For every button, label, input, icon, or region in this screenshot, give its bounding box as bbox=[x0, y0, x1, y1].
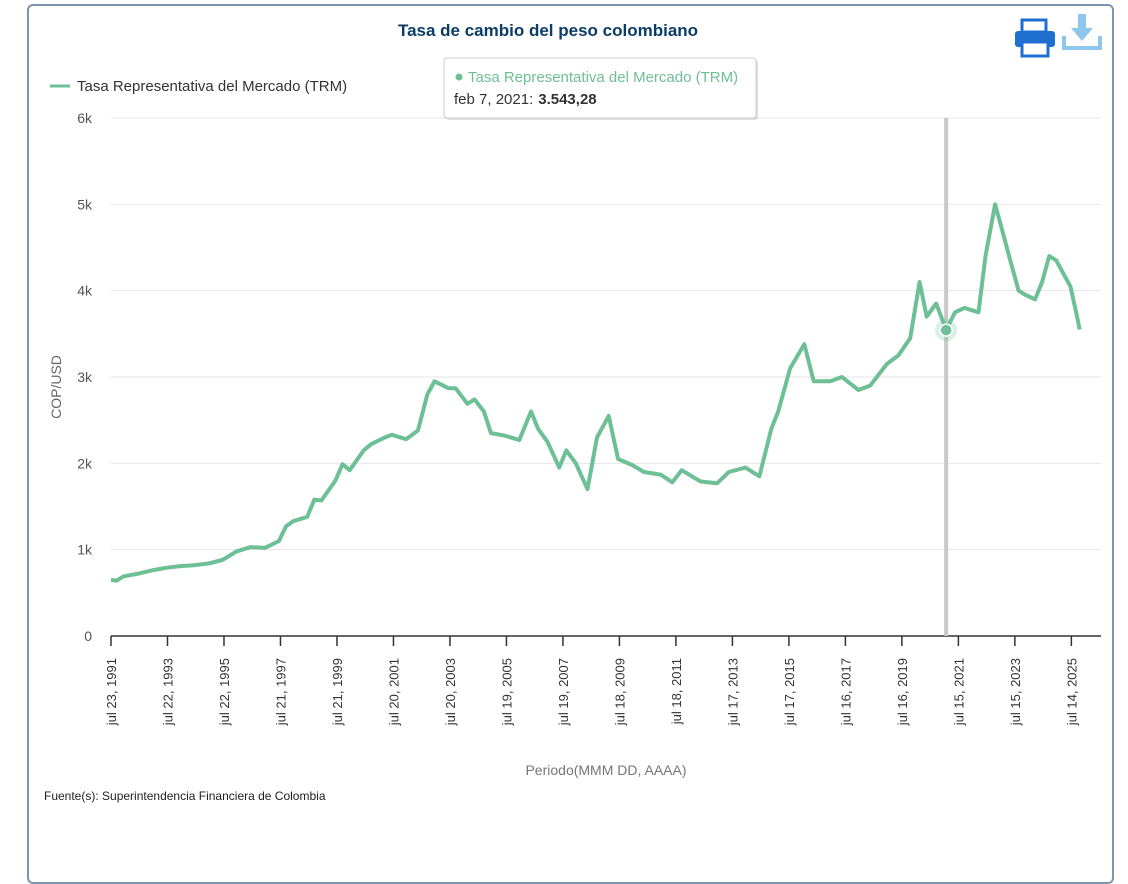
y-tick-label: 6k bbox=[77, 110, 93, 126]
x-tick-label: jul 17, 2013 bbox=[725, 658, 740, 726]
x-tick-label: jul 21, 1997 bbox=[273, 658, 288, 726]
x-tick-label: jul 14, 2025 bbox=[1064, 658, 1079, 726]
tooltip: Tasa Representativa del Mercado (TRM) feb… bbox=[443, 57, 758, 120]
x-tick-label: jul 21, 1999 bbox=[330, 658, 345, 726]
x-tick-label: jul 19, 2007 bbox=[556, 658, 571, 726]
x-tick-label: jul 16, 2019 bbox=[895, 658, 910, 726]
x-tick-label: jul 18, 2011 bbox=[669, 658, 684, 725]
y-tick-label: 5k bbox=[77, 196, 93, 212]
x-tick-label: jul 22, 1995 bbox=[217, 658, 232, 726]
print-icon-tray bbox=[1020, 40, 1050, 58]
tooltip-text: feb 7, 2021: 3.543,28 bbox=[454, 91, 597, 108]
y-tick-label: 2k bbox=[77, 455, 93, 471]
x-tick-label: jul 15, 2023 bbox=[1008, 658, 1023, 726]
y-tick-label: 1k bbox=[77, 542, 93, 558]
tooltip-box bbox=[443, 57, 757, 119]
x-tick-label: jul 19, 2005 bbox=[499, 658, 514, 726]
tooltip-series: Tasa Representativa del Mercado (TRM) bbox=[468, 69, 738, 86]
x-tick-label: jul 20, 2001 bbox=[386, 658, 401, 726]
tooltip-value: 3.543,28 bbox=[538, 91, 596, 108]
x-tick-label: jul 22, 1993 bbox=[160, 658, 175, 726]
x-tick-label: jul 18, 2009 bbox=[612, 658, 627, 726]
chart-title: Tasa de cambio del peso colombiano bbox=[398, 21, 698, 40]
series-line bbox=[110, 202, 1082, 583]
tooltip-date: feb 7, 2021: bbox=[454, 91, 533, 108]
x-tick-label: jul 17, 2015 bbox=[782, 658, 797, 726]
x-tick-label: jul 23, 1991 bbox=[104, 658, 119, 726]
source-note: Fuente(s): Superintendencia Financiera d… bbox=[44, 789, 326, 803]
y-axis-title: COP/USD bbox=[48, 355, 64, 419]
y-tick-label: 4k bbox=[77, 283, 93, 299]
download-icon-tray bbox=[1062, 36, 1102, 50]
x-tick-label: jul 16, 2017 bbox=[838, 658, 853, 726]
y-tick-label: 3k bbox=[77, 369, 93, 385]
print-icon-paper bbox=[1020, 18, 1048, 34]
download-icon-arrow bbox=[1071, 14, 1093, 41]
x-tick-label: jul 15, 2021 bbox=[951, 658, 966, 726]
x-axis-title: Periodo(MMM DD, AAAA) bbox=[525, 762, 686, 778]
hover-point bbox=[939, 323, 953, 337]
tooltip-bullet bbox=[455, 73, 463, 81]
download-icon[interactable] bbox=[1062, 14, 1102, 50]
legend-label: Tasa Representativa del Mercado (TRM) bbox=[77, 78, 347, 95]
x-tick-label: jul 20, 2003 bbox=[443, 658, 458, 726]
y-tick-label: 0 bbox=[84, 628, 92, 644]
print-icon[interactable] bbox=[1015, 18, 1055, 58]
